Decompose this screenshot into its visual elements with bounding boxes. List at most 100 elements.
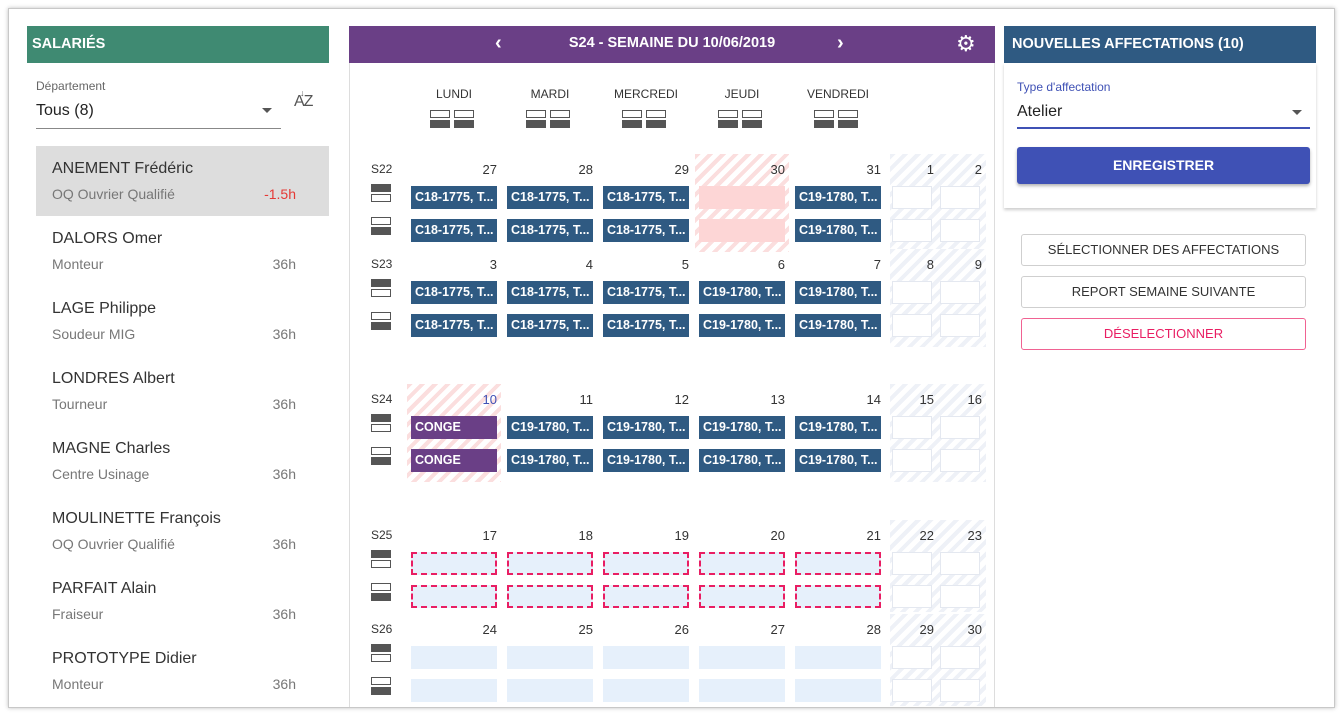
empty-slot[interactable] [699, 646, 785, 669]
weekend-slot[interactable] [892, 416, 932, 439]
day-toggle-icon[interactable] [430, 110, 478, 132]
employee-item[interactable]: DALORS Omer Monteur 36h [36, 216, 329, 286]
weekend-slot[interactable] [940, 186, 980, 209]
assignment-cell[interactable]: C18-1775, T... [411, 314, 497, 337]
assignment-cell[interactable]: C19-1780, T... [795, 186, 881, 209]
assignment-cell[interactable]: C18-1775, T... [603, 281, 689, 304]
weekend-slot[interactable] [892, 646, 932, 669]
chevron-down-icon[interactable] [262, 108, 272, 113]
empty-slot[interactable] [507, 679, 593, 702]
assignment-cell[interactable]: C19-1780, T... [795, 314, 881, 337]
assignment-cell[interactable]: C18-1775, T... [507, 219, 593, 242]
assignment-cell[interactable]: C19-1780, T... [603, 449, 689, 472]
assignment-cell[interactable]: C19-1780, T... [795, 416, 881, 439]
holiday-cell[interactable] [699, 219, 785, 242]
leave-cell[interactable]: CONGE [411, 449, 497, 472]
assignment-cell[interactable]: C19-1780, T... [507, 416, 593, 439]
report-next-week-button[interactable]: REPORT SEMAINE SUIVANTE [1021, 276, 1306, 308]
assignment-cell[interactable]: C19-1780, T... [603, 416, 689, 439]
weekend-slot[interactable] [940, 416, 980, 439]
employee-item[interactable]: ANEMENT Frédéric OQ Ouvrier Qualifié -1.5h [36, 146, 329, 216]
selected-slot[interactable] [795, 552, 881, 575]
selected-slot[interactable] [795, 585, 881, 608]
empty-slot[interactable] [795, 679, 881, 702]
selected-slot[interactable] [411, 585, 497, 608]
selected-slot[interactable] [507, 552, 593, 575]
selected-slot[interactable] [411, 552, 497, 575]
row-bottom-icon[interactable] [371, 217, 391, 237]
weekend-slot[interactable] [940, 314, 980, 337]
weekend-slot[interactable] [940, 646, 980, 669]
row-bottom-icon[interactable] [371, 312, 391, 332]
assignment-cell[interactable]: C19-1780, T... [795, 449, 881, 472]
assignment-cell[interactable]: C19-1780, T... [795, 281, 881, 304]
assignment-cell[interactable]: C19-1780, T... [699, 314, 785, 337]
row-top-icon[interactable] [371, 414, 391, 434]
selected-slot[interactable] [699, 552, 785, 575]
save-button[interactable]: ENREGISTRER [1017, 147, 1310, 184]
weekend-slot[interactable] [892, 585, 932, 608]
employee-item[interactable]: PROTOTYPE Didier Monteur 36h [36, 636, 329, 706]
day-toggle-icon[interactable] [622, 110, 670, 132]
assignment-cell[interactable]: C19-1780, T... [699, 281, 785, 304]
weekend-slot[interactable] [892, 281, 932, 304]
assignment-cell[interactable]: C18-1775, T... [507, 281, 593, 304]
next-week-button[interactable]: › [837, 32, 844, 54]
prev-week-button[interactable]: ‹ [495, 32, 502, 54]
assignment-cell[interactable]: C18-1775, T... [603, 314, 689, 337]
chevron-down-icon[interactable] [1292, 110, 1302, 115]
weekend-slot[interactable] [892, 679, 932, 702]
leave-cell[interactable]: CONGE [411, 416, 497, 439]
employee-item[interactable]: PARFAIT Alain Fraiseur 36h [36, 566, 329, 636]
weekend-slot[interactable] [892, 186, 932, 209]
select-affectations-button[interactable]: SÉLECTIONNER DES AFFECTATIONS [1021, 234, 1306, 266]
selected-slot[interactable] [603, 552, 689, 575]
row-top-icon[interactable] [371, 550, 391, 570]
employee-item[interactable]: LAGE Philippe Soudeur MIG 36h [36, 286, 329, 356]
assignment-cell[interactable]: C18-1775, T... [411, 219, 497, 242]
row-bottom-icon[interactable] [371, 447, 391, 467]
weekend-slot[interactable] [940, 552, 980, 575]
weekend-slot[interactable] [892, 219, 932, 242]
row-top-icon[interactable] [371, 184, 391, 204]
row-bottom-icon[interactable] [371, 583, 391, 603]
row-top-icon[interactable] [371, 644, 391, 664]
empty-slot[interactable] [603, 646, 689, 669]
weekend-slot[interactable] [892, 314, 932, 337]
weekend-slot[interactable] [940, 449, 980, 472]
row-top-icon[interactable] [371, 279, 391, 299]
employee-item[interactable]: MOULINETTE François OQ Ouvrier Qualifié 36… [36, 496, 329, 566]
row-bottom-icon[interactable] [371, 677, 391, 697]
empty-slot[interactable] [507, 646, 593, 669]
weekend-slot[interactable] [940, 281, 980, 304]
weekend-slot[interactable] [940, 219, 980, 242]
employee-item[interactable]: MAGNE Charles Centre Usinage 36h [36, 426, 329, 496]
empty-slot[interactable] [411, 646, 497, 669]
assignment-cell[interactable]: C19-1780, T... [507, 449, 593, 472]
selected-slot[interactable] [507, 585, 593, 608]
weekend-slot[interactable] [940, 585, 980, 608]
selected-slot[interactable] [603, 585, 689, 608]
assignment-cell[interactable]: C19-1780, T... [699, 416, 785, 439]
employee-item[interactable]: LONDRES Albert Tourneur 36h [36, 356, 329, 426]
assignment-cell[interactable]: C18-1775, T... [507, 314, 593, 337]
day-toggle-icon[interactable] [814, 110, 862, 132]
department-select[interactable]: Tous (8) [36, 102, 94, 119]
empty-slot[interactable] [795, 646, 881, 669]
empty-slot[interactable] [603, 679, 689, 702]
day-toggle-icon[interactable] [718, 110, 766, 132]
gear-icon[interactable]: ⚙ [956, 31, 976, 56]
assignment-cell[interactable]: C18-1775, T... [603, 219, 689, 242]
assignment-cell[interactable]: C19-1780, T... [795, 219, 881, 242]
weekend-slot[interactable] [940, 679, 980, 702]
assignment-cell[interactable]: C18-1775, T... [507, 186, 593, 209]
day-toggle-icon[interactable] [526, 110, 574, 132]
weekend-slot[interactable] [892, 449, 932, 472]
assignment-cell[interactable]: C18-1775, T... [411, 186, 497, 209]
assignment-cell[interactable]: C19-1780, T... [699, 449, 785, 472]
type-select[interactable]: Atelier [1017, 103, 1063, 120]
empty-slot[interactable] [699, 679, 785, 702]
assignment-cell[interactable]: C18-1775, T... [603, 186, 689, 209]
weekend-slot[interactable] [892, 552, 932, 575]
assignment-cell[interactable]: C18-1775, T... [411, 281, 497, 304]
